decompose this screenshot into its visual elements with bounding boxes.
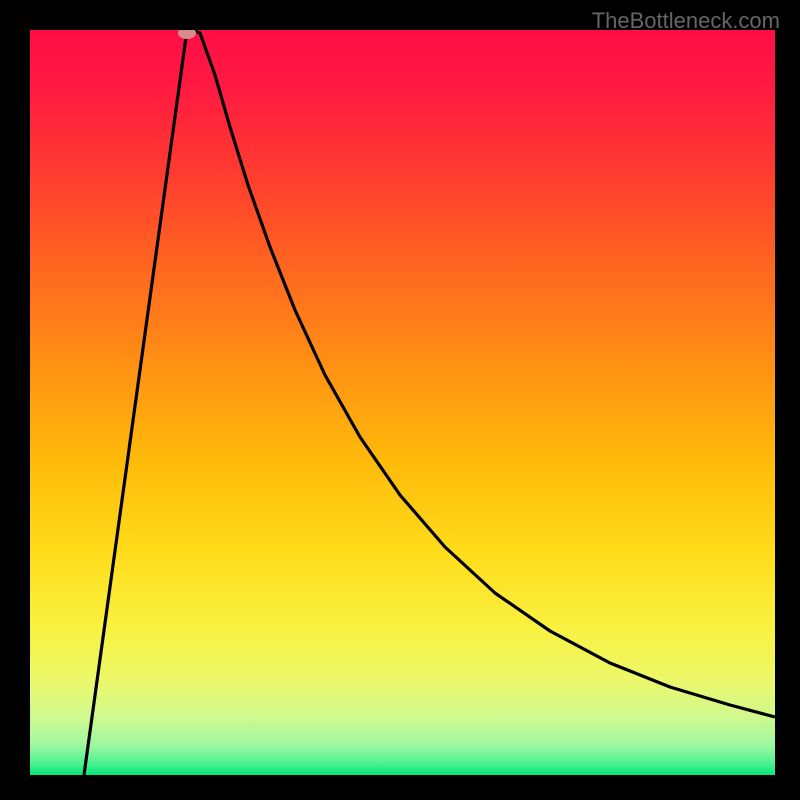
gradient-background	[30, 30, 775, 775]
watermark-text: TheBottleneck.com	[592, 8, 780, 34]
plot-area	[30, 30, 775, 775]
chart-svg	[30, 30, 775, 775]
chart-container: TheBottleneck.com	[0, 0, 800, 800]
